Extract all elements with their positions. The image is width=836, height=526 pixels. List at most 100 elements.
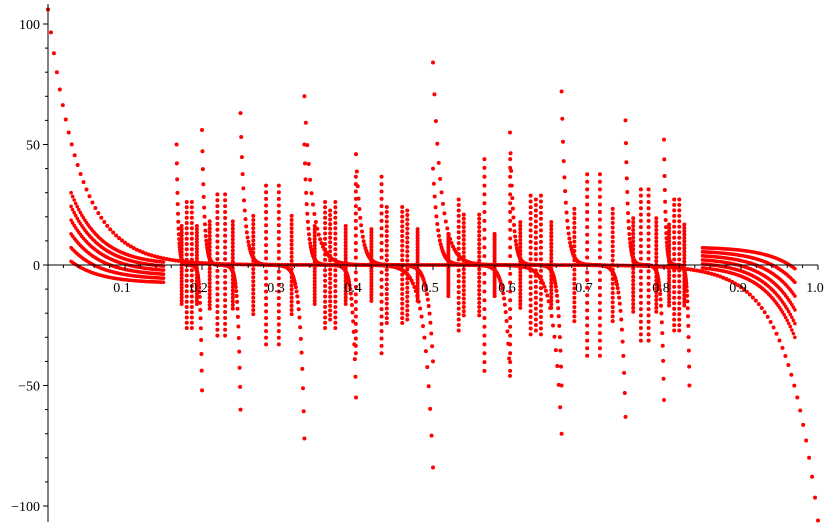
data-point	[179, 233, 184, 238]
data-point	[682, 290, 687, 295]
data-point	[518, 238, 523, 242]
data-point	[223, 286, 228, 291]
data-point	[343, 233, 348, 238]
data-point	[667, 249, 672, 254]
data-point	[549, 298, 554, 303]
data-point	[369, 227, 374, 232]
data-point	[528, 205, 533, 210]
data-point	[638, 332, 643, 337]
data-point	[353, 277, 358, 282]
data-point	[456, 203, 461, 208]
data-point	[508, 351, 513, 356]
data-point	[384, 205, 389, 210]
data-point	[264, 315, 269, 320]
data-point	[508, 373, 512, 378]
data-point	[572, 216, 577, 221]
data-point	[624, 160, 629, 165]
data-point	[461, 246, 466, 251]
data-point	[305, 219, 310, 224]
data-point	[557, 335, 562, 340]
data-point	[528, 193, 533, 198]
data-point	[333, 320, 338, 325]
data-point	[518, 220, 523, 225]
data-point	[223, 215, 228, 220]
data-point	[400, 234, 405, 239]
data-point	[352, 357, 357, 362]
data-point	[638, 269, 643, 274]
data-point	[682, 286, 687, 291]
data-point	[538, 234, 543, 239]
data-point	[482, 210, 487, 215]
data-point	[351, 319, 356, 324]
data-point	[75, 204, 80, 209]
data-point	[646, 218, 651, 223]
data-point	[677, 219, 682, 224]
data-point	[677, 197, 682, 202]
data-point	[528, 268, 533, 273]
data-point	[251, 291, 256, 296]
data-point	[461, 229, 466, 234]
data-point	[610, 319, 615, 324]
data-point	[482, 201, 487, 206]
data-point	[343, 227, 348, 232]
data-point	[667, 290, 672, 295]
data-point	[333, 299, 338, 304]
data-point	[677, 323, 682, 328]
data-point	[234, 289, 239, 294]
data-point	[333, 310, 338, 315]
data-point	[646, 250, 651, 255]
data-point	[251, 213, 256, 218]
data-point	[223, 227, 228, 232]
data-point	[405, 249, 410, 254]
data-point	[667, 300, 672, 305]
data-point	[477, 233, 482, 238]
data-point	[461, 241, 466, 246]
data-point	[175, 190, 180, 195]
data-point	[791, 318, 796, 323]
data-point	[276, 296, 281, 301]
data-point	[384, 229, 389, 234]
data-point	[572, 272, 577, 277]
data-point	[456, 241, 461, 246]
data-point	[323, 320, 328, 325]
data-point	[353, 255, 358, 260]
data-point	[300, 366, 305, 371]
data-point	[533, 224, 538, 229]
data-point	[597, 240, 602, 245]
data-point	[559, 364, 564, 369]
data-point	[264, 229, 269, 234]
data-point	[384, 306, 389, 311]
data-point	[682, 279, 687, 284]
data-point	[508, 368, 513, 373]
data-point	[215, 215, 220, 220]
data-point	[804, 438, 809, 443]
data-point	[654, 270, 659, 275]
data-point	[343, 246, 348, 251]
data-point	[646, 326, 651, 331]
data-point	[333, 257, 338, 262]
data-point	[549, 220, 554, 225]
data-point	[555, 299, 560, 304]
data-point	[518, 234, 523, 239]
data-point	[207, 219, 212, 224]
data-point	[184, 199, 189, 204]
data-point	[437, 238, 442, 243]
data-point	[230, 252, 235, 257]
data-point	[312, 253, 317, 258]
data-point	[230, 292, 235, 297]
data-point	[289, 299, 294, 304]
data-point	[415, 271, 420, 276]
data-point	[432, 194, 437, 199]
data-point	[456, 301, 461, 306]
data-point	[610, 309, 615, 314]
data-point	[184, 215, 189, 220]
data-point	[299, 350, 304, 355]
data-point	[194, 301, 199, 306]
data-point	[795, 395, 800, 400]
data-point	[194, 250, 199, 255]
data-point	[369, 245, 374, 250]
data-point	[555, 293, 559, 298]
data-point	[597, 202, 602, 207]
data-point	[184, 257, 189, 262]
data-point	[251, 283, 256, 288]
